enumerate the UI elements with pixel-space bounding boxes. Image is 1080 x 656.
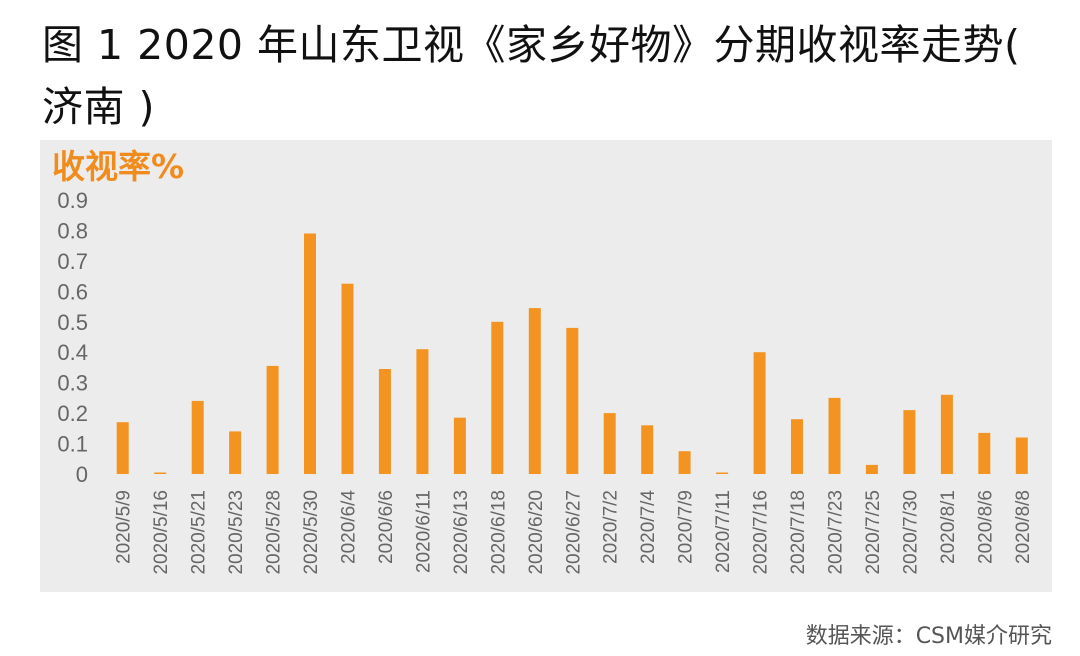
- x-tick-label: 2020/6/27: [563, 490, 584, 575]
- y-tick-label: 0.8: [57, 218, 88, 243]
- x-tick-label: 2020/5/21: [189, 490, 210, 575]
- y-tick-label: 0.4: [57, 340, 88, 365]
- y-tick-label: 0.2: [57, 401, 88, 426]
- x-tick-label: 2020/6/18: [488, 490, 509, 575]
- bars: [116, 233, 1028, 474]
- bar: [116, 422, 129, 474]
- bar: [229, 431, 242, 474]
- x-tick-label: 2020/8/6: [975, 490, 996, 564]
- x-tick-label: 2020/5/9: [114, 490, 135, 564]
- bar: [1015, 437, 1028, 474]
- bar: [903, 410, 916, 474]
- x-tick-label: 2020/6/6: [376, 490, 397, 564]
- x-tick-label: 2020/5/28: [264, 490, 285, 575]
- data-source: 数据来源：CSM媒介研究: [805, 624, 1052, 649]
- bar: [753, 352, 766, 474]
- y-tick-label: 0.1: [57, 432, 88, 457]
- bar: [828, 397, 841, 474]
- bar: [453, 417, 466, 474]
- x-axis-ticks: 2020/5/9 2020/5/16 2020/5/21 2020/5/23 2020/…: [114, 490, 1034, 575]
- x-tick-label: 2020/8/8: [1013, 490, 1034, 564]
- bar: [528, 308, 541, 474]
- bar: [378, 369, 391, 474]
- bar: [341, 283, 354, 474]
- bar: [154, 472, 167, 474]
- y-tick-label: 0.3: [57, 371, 88, 396]
- bar: [940, 394, 953, 474]
- bar: [865, 464, 878, 474]
- y-tick-label: 0: [76, 462, 88, 487]
- bar: [603, 413, 616, 474]
- x-tick-label: 2020/5/16: [151, 490, 172, 575]
- y-axis-label: 收视率%: [52, 147, 185, 186]
- x-tick-label: 2020/7/11: [713, 490, 734, 573]
- bar: [791, 419, 803, 474]
- bar: [978, 432, 991, 474]
- chart-title: 图 1 2020 年山东卫视《家乡好物》分期收视率走势( 济南 ): [42, 21, 1021, 131]
- x-tick-label: 2020/6/11: [413, 490, 434, 573]
- x-tick-label: 2020/7/9: [676, 490, 697, 564]
- bar: [304, 233, 316, 474]
- x-tick-label: 2020/6/13: [451, 490, 472, 575]
- x-tick-label: 2020/7/4: [638, 490, 659, 564]
- x-tick-label: 2020/5/30: [301, 490, 322, 575]
- x-tick-label: 2020/5/23: [226, 490, 247, 575]
- x-tick-label: 2020/7/18: [788, 490, 809, 575]
- x-tick-label: 2020/6/20: [526, 490, 547, 575]
- x-tick-label: 2020/7/16: [751, 490, 772, 575]
- x-tick-label: 2020/7/2: [601, 490, 622, 564]
- y-axis-ticks: 0.9 0.8 0.7 0.6 0.5 0.4 0.3 0.2 0.1 0: [57, 188, 88, 487]
- x-tick-label: 2020/8/1: [938, 490, 959, 564]
- chart-panel: [40, 140, 1052, 592]
- y-tick-label: 0.6: [57, 279, 88, 304]
- bar: [716, 472, 729, 474]
- y-tick-label: 0.9: [57, 188, 88, 213]
- x-tick-label: 2020/7/25: [863, 490, 884, 575]
- x-tick-label: 2020/7/30: [900, 490, 921, 575]
- y-tick-label: 0.5: [57, 310, 88, 335]
- bar: [641, 425, 654, 474]
- y-tick-label: 0.7: [57, 249, 88, 274]
- bar: [266, 365, 279, 474]
- bar: [416, 349, 429, 474]
- x-tick-label: 2020/7/23: [825, 490, 846, 575]
- bar: [191, 400, 204, 474]
- x-tick-label: 2020/6/4: [338, 490, 359, 564]
- bar: [491, 321, 504, 474]
- bar: [566, 327, 579, 474]
- bar: [678, 451, 691, 474]
